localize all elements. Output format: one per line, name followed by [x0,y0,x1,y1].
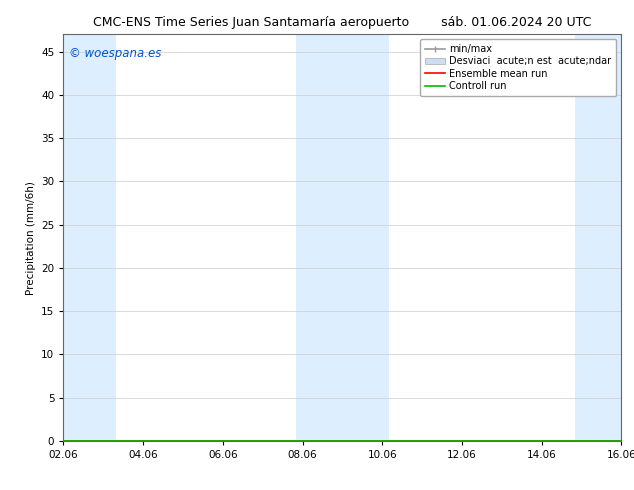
Bar [295,34,389,441]
Text: © woespana.es: © woespana.es [69,47,162,59]
Bar [63,34,117,441]
Title: CMC-ENS Time Series Juan Santamaría aeropuerto        sáb. 01.06.2024 20 UTC: CMC-ENS Time Series Juan Santamaría aero… [93,16,592,29]
Y-axis label: Precipitation (mm/6h): Precipitation (mm/6h) [25,181,36,294]
Legend: min/max, Desviaci  acute;n est  acute;ndar, Ensemble mean run, Controll run: min/max, Desviaci acute;n est acute;ndar… [420,39,616,96]
Bar [574,34,621,441]
